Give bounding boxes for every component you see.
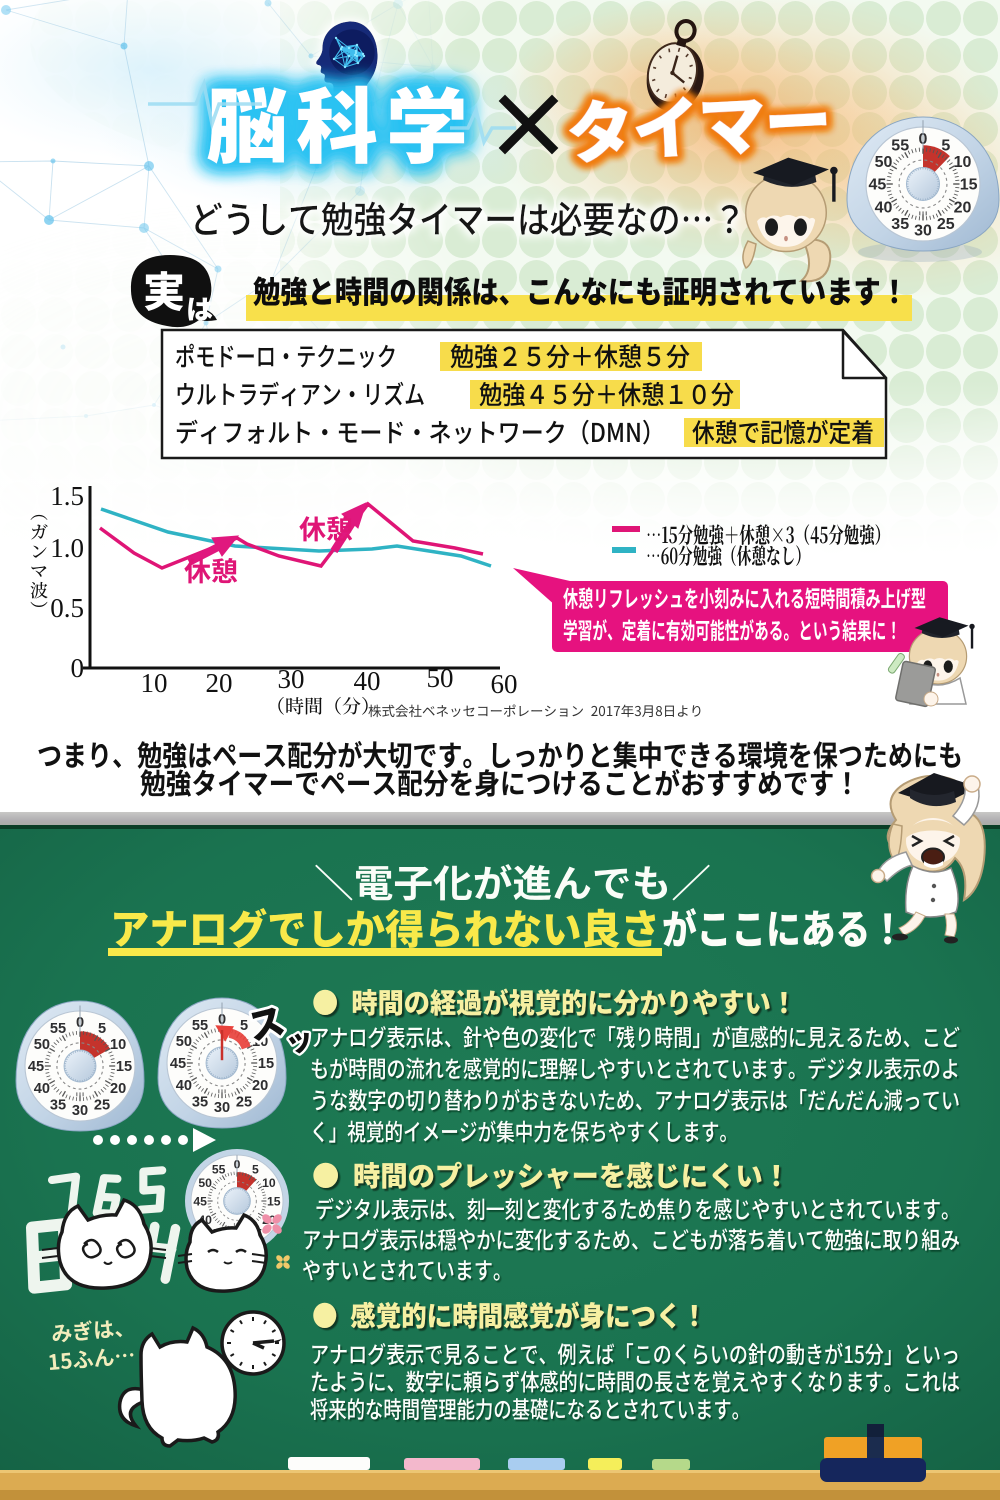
svg-text:0.5: 0.5 (50, 593, 84, 623)
svg-text:5: 5 (240, 1018, 248, 1034)
svg-text:45: 45 (193, 1194, 207, 1208)
svg-text:15: 15 (267, 1194, 281, 1208)
svg-text:20: 20 (252, 1078, 268, 1094)
svg-text:10: 10 (110, 1037, 126, 1053)
svg-text:30: 30 (914, 222, 932, 239)
svg-text:30: 30 (72, 1103, 88, 1119)
svg-text:50: 50 (427, 663, 454, 693)
svg-text:0: 0 (71, 653, 85, 683)
svg-text:55: 55 (192, 1018, 208, 1034)
svg-text:35: 35 (891, 216, 909, 233)
svg-text:60: 60 (491, 669, 518, 699)
svg-text:10: 10 (141, 668, 168, 698)
svg-text:15: 15 (960, 177, 978, 194)
svg-text:35: 35 (50, 1097, 66, 1113)
svg-text:50: 50 (198, 1176, 212, 1190)
svg-text:5: 5 (252, 1163, 259, 1177)
svg-text:5: 5 (98, 1021, 106, 1037)
svg-text:55: 55 (212, 1163, 226, 1177)
svg-text:10: 10 (262, 1176, 276, 1190)
svg-text:45: 45 (170, 1056, 186, 1072)
svg-text:15: 15 (258, 1056, 274, 1072)
svg-text:25: 25 (937, 216, 955, 233)
svg-text:10: 10 (954, 154, 972, 171)
svg-text:30: 30 (214, 1100, 230, 1116)
svg-text:55: 55 (891, 137, 909, 154)
svg-text:20: 20 (206, 668, 233, 698)
svg-text:45: 45 (28, 1059, 44, 1075)
svg-text:50: 50 (875, 154, 893, 171)
svg-text:45: 45 (869, 177, 887, 194)
svg-text:40: 40 (34, 1081, 50, 1097)
svg-text:25: 25 (94, 1097, 110, 1113)
svg-text:20: 20 (954, 200, 972, 217)
svg-text:15: 15 (116, 1059, 132, 1075)
svg-text:40: 40 (875, 200, 893, 217)
svg-text:40: 40 (354, 666, 381, 696)
svg-text:40: 40 (176, 1078, 192, 1094)
svg-text:50: 50 (176, 1034, 192, 1050)
svg-text:55: 55 (50, 1021, 66, 1037)
svg-text:1.5: 1.5 (50, 481, 84, 511)
svg-text:30: 30 (278, 664, 305, 694)
svg-text:50: 50 (34, 1037, 50, 1053)
svg-text:1.0: 1.0 (50, 533, 84, 563)
svg-text:20: 20 (110, 1081, 126, 1097)
svg-text:35: 35 (192, 1094, 208, 1110)
svg-text:25: 25 (236, 1094, 252, 1110)
svg-text:5: 5 (941, 137, 950, 154)
